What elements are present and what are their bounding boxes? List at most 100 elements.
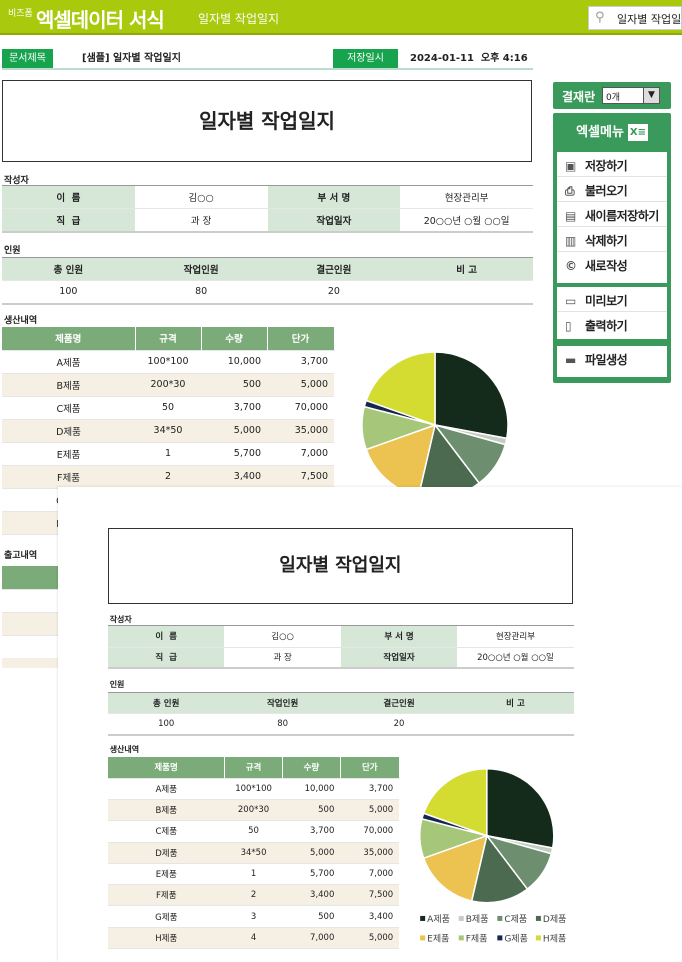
legend-swatch	[497, 915, 503, 921]
field-value: 김○○	[224, 625, 341, 648]
legend-swatch	[535, 935, 541, 941]
logo-main[interactable]: 엑셀데이터 서식	[36, 8, 165, 32]
legend-swatch	[420, 915, 426, 921]
menu-item-label: 미리보기	[585, 294, 628, 308]
approval-select[interactable]: 0개 ▼	[602, 87, 660, 104]
table-cell: 100*100	[135, 350, 201, 374]
field-label: 부 서 명	[267, 185, 401, 209]
excel-icon: X≡	[627, 124, 648, 141]
menu-item-새이름저장하기[interactable]: ▤ 새이름저장하기	[557, 202, 667, 227]
table-cell: 34*50	[135, 419, 201, 443]
search-input[interactable]: ⚲ 일자별 작업일지	[588, 6, 682, 30]
field-value: 20○○년 ○월 ○○일	[457, 647, 574, 669]
approval-panel: 결재란 0개 ▼	[553, 82, 671, 109]
menu-item-label: 삭제하기	[585, 234, 628, 248]
section-label-staff: 인원	[4, 246, 21, 256]
table-cell: 2	[224, 884, 283, 907]
top-bar: 비즈폼 엑셀데이터 서식 일자별 작업일지 ⚲ 일자별 작업일지	[0, 0, 682, 35]
legend-label: C제품	[504, 914, 527, 925]
legend-swatch	[420, 935, 426, 941]
trash-icon: ▥	[565, 234, 576, 248]
menu-item-불러오기[interactable]: ⎙ 불러오기	[557, 177, 667, 202]
field-value: 김○○	[134, 185, 268, 209]
document-title: 일자별 작업일지	[2, 80, 532, 162]
table-row: D제품 34*50 5,000 35,000	[2, 419, 334, 443]
column-header: 제품명	[2, 327, 136, 351]
table-row: 100 80 20	[2, 280, 533, 304]
menu-item-label: 저장하기	[585, 159, 628, 173]
table-cell: B제품	[2, 373, 135, 397]
saved-label: 저장일시	[333, 49, 398, 68]
pie-slice-E제품	[422, 834, 488, 902]
menu-item-미리보기[interactable]: ▭ 미리보기	[557, 287, 667, 312]
table-cell: 3,400	[340, 905, 400, 928]
menu-item-label: 새이름저장하기	[585, 209, 659, 223]
legend-label: H제품	[543, 933, 566, 944]
table-cell: 3,700	[340, 778, 400, 800]
table-cell: 100	[2, 280, 135, 304]
table-cell: F제품	[108, 884, 225, 907]
table-cell: 50	[135, 396, 201, 420]
field-value: 현장관리부	[400, 185, 533, 209]
menu-item-삭제하기[interactable]: ▥ 삭제하기	[557, 227, 667, 252]
table-cell: 3,700	[282, 820, 341, 843]
floppy-icon: ▣	[565, 159, 576, 173]
table-cell: 4	[224, 927, 283, 950]
saved-value: 2024-01-11 오후 4:16	[410, 53, 528, 64]
menu-item-출력하기[interactable]: ▯ 출력하기	[557, 312, 667, 337]
table-cell: B제품	[108, 799, 225, 822]
section-label-writer: 작성자	[4, 176, 29, 186]
table-cell: 500	[282, 905, 341, 928]
print-icon: ▯	[565, 319, 572, 333]
table-cell: 3,700	[267, 350, 334, 374]
staff-table: 총 인원 작업인원 결근인원 비 고 100 80 20	[108, 692, 574, 737]
column-header: 총 인원	[2, 257, 135, 281]
pie-slice-A제품	[434, 351, 509, 440]
table-cell: 5,700	[282, 863, 341, 886]
search-icon: ⚲	[595, 10, 605, 25]
field-label: 이 름	[108, 625, 225, 648]
table-cell: 35,000	[340, 842, 400, 864]
page-subtitle: 일자별 작업일지	[198, 12, 280, 26]
monitor-download-icon: ⎙	[565, 184, 575, 198]
legend-swatch	[497, 935, 503, 941]
table-row: B제품 200*30 500 5,000	[2, 373, 334, 397]
table-header-row: 제품명 규격 수량 단가	[2, 327, 335, 351]
table-row: A제품 100*100 10,000 3,700	[108, 778, 400, 800]
field-label: 이 름	[2, 185, 135, 209]
legend-label: E제품	[427, 933, 449, 944]
pie-slice-H제품	[422, 767, 488, 837]
menu-item-label: 새로작성	[585, 259, 628, 273]
menu-title: 엑셀메뉴	[576, 125, 624, 140]
table-row: F제품 2 3,400 7,500	[108, 884, 400, 907]
table-cell: 80	[224, 713, 341, 736]
menu-item-저장하기[interactable]: ▣ 저장하기	[557, 152, 667, 177]
menu-item-파일생성[interactable]: ▬ 파일생성	[557, 346, 667, 371]
column-header: 비 고	[457, 692, 574, 715]
menu-item-새로작성[interactable]: © 새로작성	[557, 252, 667, 277]
table-cell: 200*30	[135, 373, 201, 397]
menu-group: ▬ 파일생성	[557, 346, 667, 377]
pie-chart	[361, 351, 509, 499]
field-label: 직 급	[2, 208, 135, 232]
section-label-shipping: 출고내역	[4, 551, 38, 561]
table-cell: 500	[201, 373, 267, 397]
column-header: 수량	[201, 327, 268, 351]
column-header: 수량	[282, 756, 341, 779]
table-header-row: 총 인원 작업인원 결근인원 비 고	[108, 692, 574, 715]
folder-icon: ▬	[565, 353, 576, 367]
table-row: 이 름 김○○ 부 서 명 현장관리부	[108, 625, 574, 648]
table-cell: 200*30	[224, 799, 283, 822]
table-row: E제품 1 5,700 7,000	[2, 442, 334, 466]
table-cell: 10,000	[282, 778, 341, 800]
pie-chart: A제품 B제품 C제품 D제품 E제품 F제품 G제품 H제품	[419, 767, 566, 944]
table-cell: 100*100	[224, 778, 283, 800]
table-cell: 500	[282, 799, 341, 822]
table-cell: 100	[108, 713, 225, 736]
chevron-down-icon[interactable]: ▼	[643, 88, 659, 103]
legend-label: A제품	[427, 914, 450, 925]
table-row: E제품 1 5,700 7,000	[108, 863, 400, 886]
